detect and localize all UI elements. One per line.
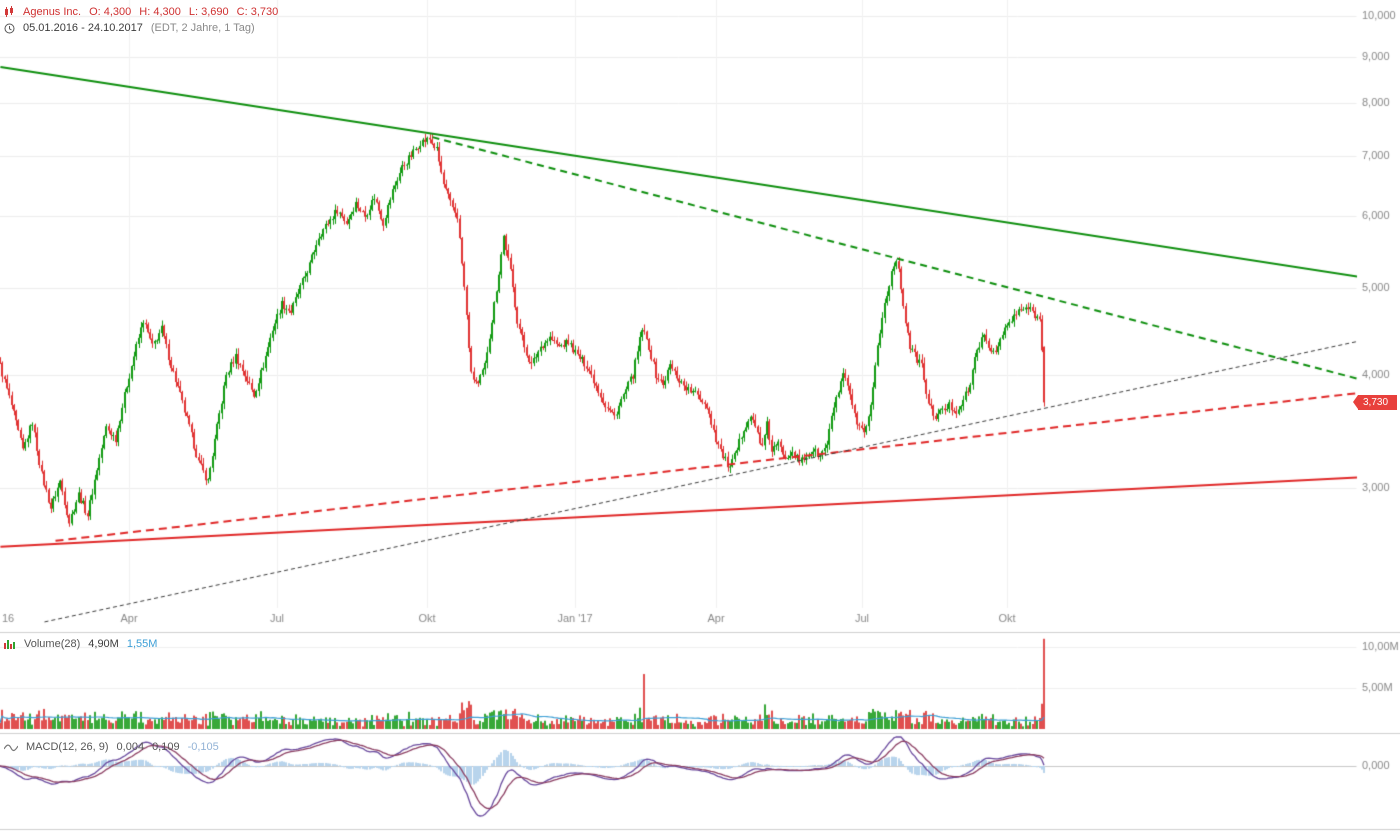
macd-line-icon [4, 743, 18, 752]
volume-legend[interactable]: Volume(28) 4,90M 1,55M [4, 637, 157, 651]
open-value: O: 4,300 [89, 6, 132, 18]
macd-legend[interactable]: MACD(12, 26, 9) 0,004 0,109 -0,105 [4, 740, 219, 754]
volume-label: Volume(28) [24, 638, 81, 650]
low-value: L: 3,690 [188, 6, 229, 18]
candlestick-icon [4, 6, 15, 18]
volume-current-value: 4,90M [88, 638, 119, 650]
volume-ma-value: 1,55M [126, 638, 158, 650]
symbol-name: Agenus Inc. [23, 6, 82, 18]
close-value: C: 3,730 [236, 6, 279, 18]
macd-hist-value: 0,004 [116, 741, 145, 753]
clock-icon [4, 23, 15, 34]
date-range: 05.01.2016 - 24.10.2017 [23, 22, 143, 34]
date-range-row[interactable]: 05.01.2016 - 24.10.2017 (EDT, 2 Jahre, 1… [4, 21, 255, 35]
macd-line-value: 0,109 [152, 741, 180, 753]
price-legend[interactable]: Agenus Inc. O: 4,300 H: 4,300 L: 3,690 C… [4, 5, 278, 19]
timeframe: (EDT, 2 Jahre, 1 Tag) [150, 22, 255, 34]
macd-signal-value: -0,105 [187, 741, 219, 753]
macd-label: MACD(12, 26, 9) [26, 741, 109, 753]
volume-bars-icon [4, 639, 16, 649]
last-price-tag: 3,730 [1353, 394, 1397, 410]
high-value: H: 4,300 [139, 6, 181, 18]
